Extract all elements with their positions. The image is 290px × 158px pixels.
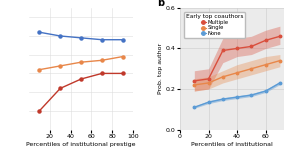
Text: b: b <box>157 0 164 8</box>
X-axis label: Percentiles of institutional: Percentiles of institutional <box>191 142 273 146</box>
Y-axis label: Prob. top author: Prob. top author <box>158 43 163 94</box>
Legend: Multiple, Single, None: Multiple, Single, None <box>184 12 245 38</box>
X-axis label: Percentiles of institutional prestige: Percentiles of institutional prestige <box>26 142 136 146</box>
